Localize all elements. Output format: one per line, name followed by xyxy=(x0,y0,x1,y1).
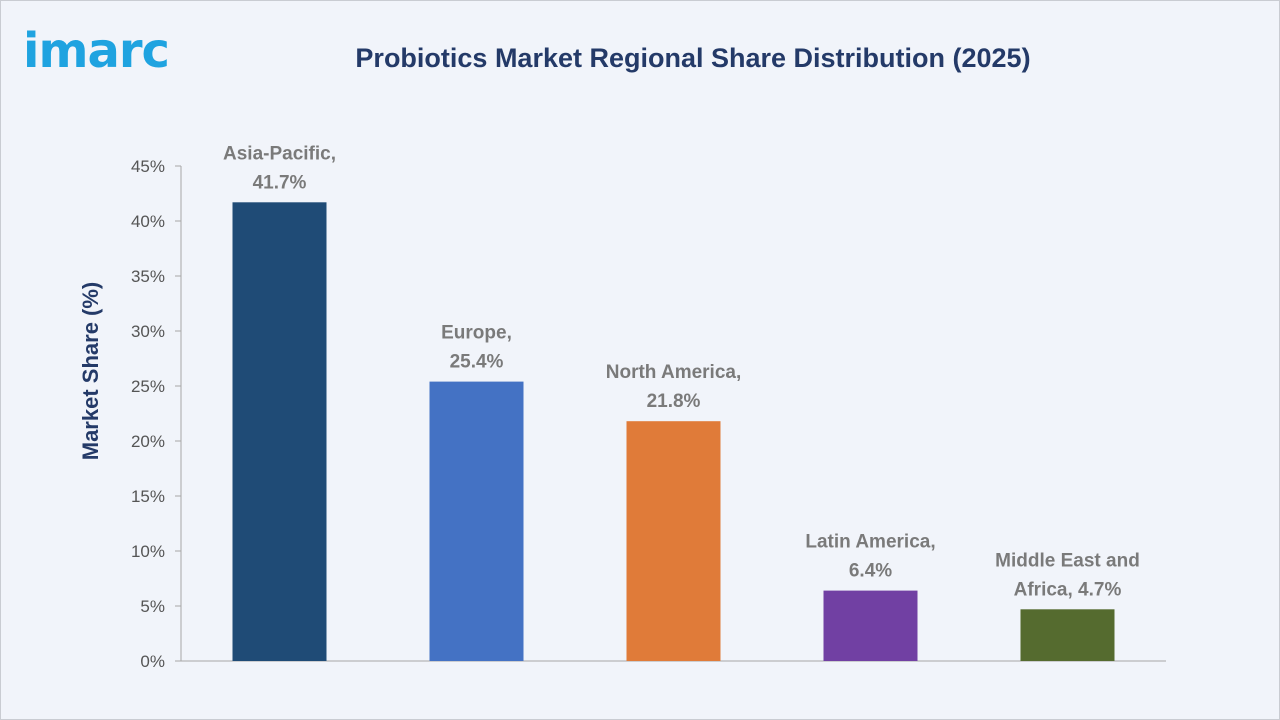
bar-north-america xyxy=(626,421,721,661)
data-label: Latin America, xyxy=(805,532,935,553)
data-label: 41.7% xyxy=(253,172,307,193)
data-label: 25.4% xyxy=(450,352,504,373)
y-tick-label: 0% xyxy=(140,652,165,671)
data-label: Africa, 4.7% xyxy=(1014,579,1122,600)
data-label: Middle East and xyxy=(995,550,1140,571)
data-label: North America, xyxy=(606,362,742,383)
bar-europe xyxy=(429,381,524,661)
imarc-logo: imarc xyxy=(23,23,170,79)
data-label: Asia-Pacific, xyxy=(223,143,336,164)
y-tick-label: 25% xyxy=(131,377,165,396)
data-label: 6.4% xyxy=(849,561,892,582)
data-label: Europe, xyxy=(441,323,512,344)
bar-asia-pacific xyxy=(232,202,327,662)
data-labels: Asia-Pacific, 41.7% Europe, 25.4% North Amer… xyxy=(223,143,1140,600)
y-tick-label: 40% xyxy=(131,212,165,231)
y-tick-label: 15% xyxy=(131,487,165,506)
y-axis: 0% 5% 10% 15% 20% 25% 30% 35% 40% 45% xyxy=(131,157,1166,671)
bar-latin-america xyxy=(823,590,918,661)
y-tick-label: 20% xyxy=(131,432,165,451)
y-tick-label: 5% xyxy=(140,597,165,616)
chart-title: Probiotics Market Regional Share Distrib… xyxy=(355,43,1031,73)
data-label: 21.8% xyxy=(647,391,701,412)
y-axis-title: Market Share (%) xyxy=(78,282,103,461)
y-tick-label: 30% xyxy=(131,322,165,341)
y-tick-label: 35% xyxy=(131,267,165,286)
y-tick-label: 10% xyxy=(131,542,165,561)
bars xyxy=(232,202,1115,662)
y-tick-label: 45% xyxy=(131,157,165,176)
bar-middle-east-and-africa xyxy=(1020,609,1115,661)
